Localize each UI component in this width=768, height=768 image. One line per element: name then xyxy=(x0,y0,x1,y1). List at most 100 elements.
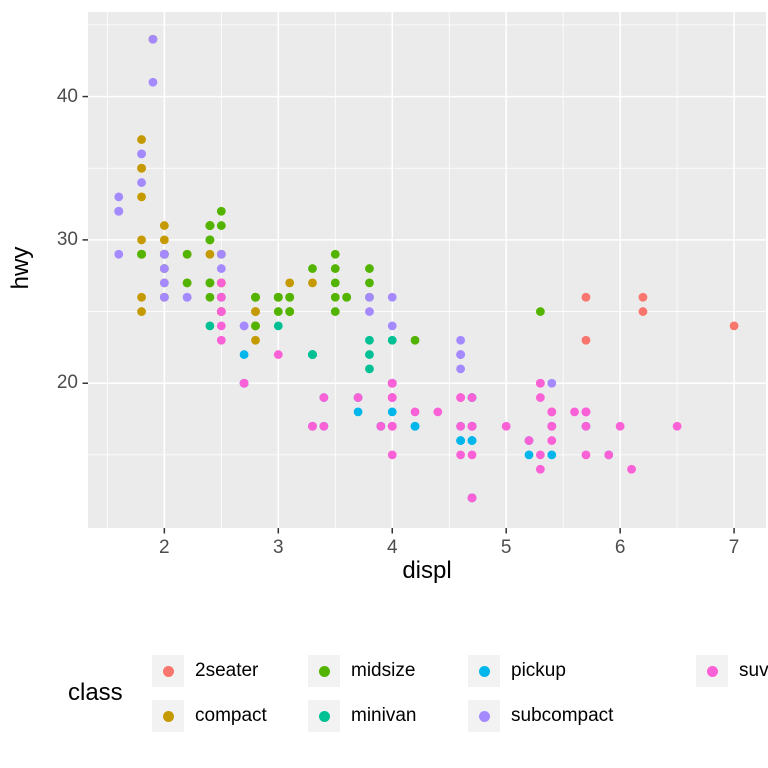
legend-key xyxy=(152,700,184,732)
data-point xyxy=(501,421,511,431)
data-point xyxy=(216,278,226,288)
data-point xyxy=(308,278,317,288)
data-point xyxy=(308,264,317,273)
x-tick-label: 3 xyxy=(272,537,284,558)
data-point xyxy=(216,292,226,302)
legend-item-subcompact: subcompact xyxy=(468,700,613,732)
data-point xyxy=(627,464,636,474)
data-point xyxy=(285,307,295,316)
legend-key xyxy=(308,700,340,732)
data-point xyxy=(672,421,682,431)
legend-key xyxy=(308,655,340,687)
data-point xyxy=(159,221,169,230)
x-tick-label: 5 xyxy=(500,537,512,558)
data-point xyxy=(137,149,146,159)
data-point xyxy=(638,292,648,302)
data-point xyxy=(137,235,146,245)
data-point xyxy=(535,307,545,316)
data-point xyxy=(182,292,192,302)
data-point xyxy=(216,206,226,216)
data-point xyxy=(251,292,260,302)
data-point xyxy=(251,321,260,331)
data-point xyxy=(387,421,397,431)
legend-item-compact: compact xyxy=(152,700,267,732)
data-point xyxy=(467,436,477,445)
data-point xyxy=(535,378,545,388)
data-point xyxy=(365,364,374,374)
data-point xyxy=(353,407,363,417)
data-point xyxy=(365,307,374,316)
legend-label: 2seater xyxy=(195,660,259,681)
y-tick-label: 20 xyxy=(56,372,78,394)
data-point xyxy=(729,321,739,331)
data-point xyxy=(570,407,579,417)
data-point xyxy=(456,350,466,359)
data-point xyxy=(456,364,466,374)
legend-dot-suv xyxy=(706,665,718,677)
y-axis-title: hwy xyxy=(7,246,34,290)
data-point xyxy=(159,249,169,259)
data-point xyxy=(581,421,591,431)
y-tick-label: 40 xyxy=(56,85,78,107)
data-point xyxy=(535,393,545,402)
data-point xyxy=(524,436,534,445)
data-point xyxy=(159,264,169,273)
data-point xyxy=(205,321,215,331)
data-point xyxy=(467,493,477,503)
data-point xyxy=(330,292,340,302)
data-point xyxy=(365,264,374,273)
data-point xyxy=(353,393,363,402)
data-point xyxy=(365,292,374,302)
data-point xyxy=(365,278,374,288)
data-point xyxy=(330,264,340,273)
data-point xyxy=(547,421,557,431)
legend-label: suv xyxy=(739,660,768,681)
data-point xyxy=(410,407,420,417)
data-point xyxy=(137,178,146,187)
legend-dot-minivan xyxy=(318,710,330,722)
data-point xyxy=(308,421,317,431)
data-point xyxy=(114,192,124,202)
data-point xyxy=(387,450,397,460)
data-point xyxy=(581,407,591,417)
legend-title: class xyxy=(68,679,123,706)
legend-item-suv: suv xyxy=(696,655,768,687)
data-point xyxy=(251,307,260,316)
legend-key xyxy=(152,655,184,687)
data-point xyxy=(285,278,295,288)
data-point xyxy=(148,77,158,87)
data-point xyxy=(365,335,374,345)
data-point xyxy=(365,350,374,359)
data-point xyxy=(581,292,591,302)
data-point xyxy=(308,350,317,359)
legend-dot-midsize xyxy=(318,665,330,677)
data-point xyxy=(273,307,283,316)
data-point xyxy=(251,335,260,345)
data-point xyxy=(137,163,146,173)
data-point xyxy=(467,421,477,431)
data-point xyxy=(581,335,591,345)
scatter-plot xyxy=(82,12,766,534)
data-point xyxy=(319,421,329,431)
data-point xyxy=(159,278,169,288)
data-point xyxy=(456,393,466,402)
data-point xyxy=(387,393,397,402)
data-point xyxy=(273,350,283,359)
x-tick-label: 4 xyxy=(386,537,398,558)
data-point xyxy=(273,292,283,302)
data-point xyxy=(319,393,329,402)
plot-panel xyxy=(88,12,766,528)
legend-dot-compact xyxy=(162,710,174,722)
data-point xyxy=(205,249,215,259)
data-point xyxy=(137,307,146,316)
data-point xyxy=(467,393,477,402)
data-point xyxy=(330,249,340,259)
data-point xyxy=(456,335,466,345)
x-tick-label: 7 xyxy=(728,537,740,558)
data-point xyxy=(387,335,397,345)
data-point xyxy=(273,321,283,331)
data-point xyxy=(330,278,340,288)
data-point xyxy=(114,249,124,259)
data-point xyxy=(638,307,648,316)
